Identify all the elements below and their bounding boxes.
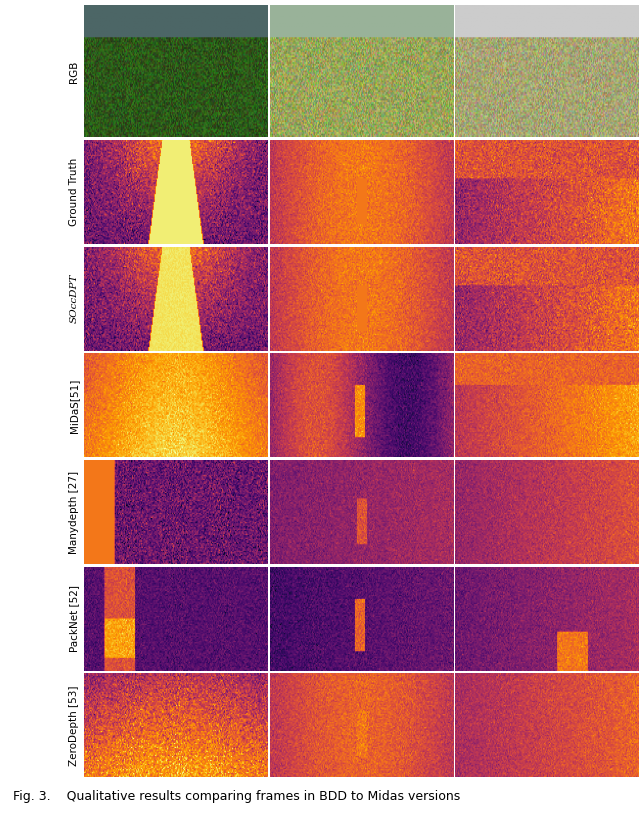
Text: RGB: RGB: [69, 60, 79, 82]
Text: SOccDPT: SOccDPT: [70, 274, 79, 323]
Text: Fig. 3.    Qualitative results comparing frames in BDD to Midas versions: Fig. 3. Qualitative results comparing fr…: [13, 790, 460, 803]
Text: Ground Truth: Ground Truth: [69, 158, 79, 226]
Text: PackNet [52]: PackNet [52]: [69, 585, 79, 652]
Text: MiDaS[51]: MiDaS[51]: [69, 378, 79, 433]
Text: Manydepth [27]: Manydepth [27]: [69, 471, 79, 554]
Text: ZeroDepth [53]: ZeroDepth [53]: [69, 685, 79, 765]
